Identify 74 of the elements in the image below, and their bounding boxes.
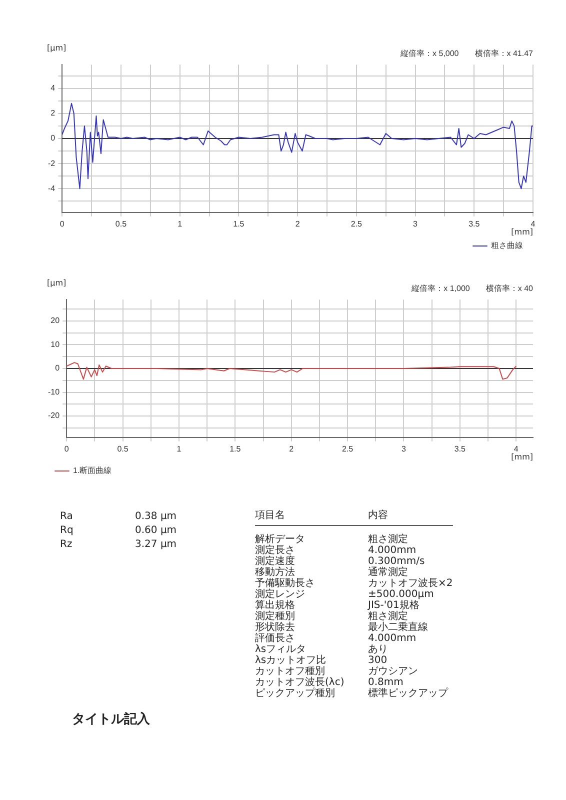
x-tick-label: 1.5 <box>233 219 245 228</box>
text: λsフィルタ <box>255 644 308 655</box>
x-tick-label: 0 <box>64 444 70 454</box>
x-tick-label: 4 <box>530 219 536 228</box>
text: 解析データ <box>255 532 306 545</box>
text: あり <box>368 644 389 655</box>
x-axis-title: [mm] <box>511 227 533 236</box>
y-axis-title: [μm] <box>47 44 66 53</box>
text: 項目名 <box>255 510 368 526</box>
text: 測定レンジ <box>255 589 306 600</box>
text: 内容 <box>368 510 453 526</box>
text: 算出規格 <box>255 600 296 611</box>
legend-label: 粗さ曲線 <box>491 241 523 250</box>
x-tick-label: 0.5 <box>117 444 129 454</box>
x-tick-label: 1.5 <box>230 444 242 454</box>
x-tick-label: 2.5 <box>350 219 363 228</box>
text: 3.27 μm <box>135 538 177 552</box>
x-tick-label: 2 <box>295 219 300 228</box>
text: 評価長さ <box>255 633 296 644</box>
text: 予備駆動長さ <box>255 578 316 589</box>
text: 測定速度 <box>255 556 296 567</box>
x-tick-label: 0.5 <box>115 219 128 228</box>
y-tick-label: 4 <box>50 84 56 93</box>
x-tick-label: 3.5 <box>454 444 466 454</box>
x-tick-label: 1 <box>176 444 182 454</box>
text: カットオフ種別 <box>255 666 326 677</box>
x-tick-label: 4 <box>514 444 519 454</box>
y-tick-label: -10 <box>48 387 60 396</box>
y-tick-label: 20 <box>50 316 60 326</box>
x-tick-label: 2.5 <box>342 444 354 454</box>
text: ガウシアン <box>368 666 419 677</box>
text: Ra <box>60 510 74 524</box>
text: 通常測定 <box>368 567 409 578</box>
y-tick-label: -4 <box>48 184 56 193</box>
y-tick-label: 2 <box>50 108 56 118</box>
x-tick-label: 1 <box>178 219 183 228</box>
x-axis-title: [mm] <box>511 452 533 462</box>
text: ±500.000μm <box>368 589 435 600</box>
x-tick-label: 3 <box>413 219 418 228</box>
text: 測定種別 <box>255 611 296 622</box>
text: 300 <box>368 655 388 666</box>
chart-subtitle: 縦倍率：x 1,000 横倍率：x 40 <box>410 284 534 294</box>
text: 粗さ測定 <box>368 532 409 545</box>
y-axis-title: [μm] <box>47 278 66 288</box>
text: 形状除去 <box>255 622 296 633</box>
text: Rz <box>60 538 74 552</box>
legend-label: 1.断面曲線 <box>73 466 112 476</box>
x-tick-label: 3.5 <box>468 219 480 228</box>
text: 0.8mm <box>368 677 404 688</box>
y-tick-label: -2 <box>48 158 56 168</box>
text: カットオフ波長×2 <box>368 578 453 589</box>
text: 最小二乗直線 <box>368 622 429 633</box>
text: λsカットオフ比 <box>255 655 328 666</box>
y-tick-label: 0 <box>55 364 60 373</box>
y-tick-label: -20 <box>48 411 60 420</box>
text: 0.38 μm <box>135 510 177 524</box>
text: 0.300mm/s <box>368 556 426 567</box>
text: タイトル記入 <box>72 710 150 728</box>
text: 標準ピックアップ <box>368 688 450 699</box>
text: 4.000mm <box>368 545 418 556</box>
text: 0.60 μm <box>135 524 177 538</box>
y-tick-label: 10 <box>50 340 60 349</box>
text: 測定長さ <box>255 545 296 556</box>
text: 移動方法 <box>255 567 296 578</box>
x-tick-label: 3 <box>402 444 407 454</box>
text: カットオフ波長(λc) <box>255 677 346 688</box>
text: 4.000mm <box>368 633 418 644</box>
text: JIS-'01規格 <box>368 600 420 611</box>
text: Rq <box>60 524 74 538</box>
text: ピックアップ種別 <box>255 688 336 699</box>
y-tick-label: 0 <box>50 134 56 143</box>
x-tick-label: 2 <box>289 444 294 454</box>
chart-subtitle: 縦倍率：x 5,000 横倍率：x 41.47 <box>400 49 534 58</box>
text: 粗さ測定 <box>368 611 408 622</box>
